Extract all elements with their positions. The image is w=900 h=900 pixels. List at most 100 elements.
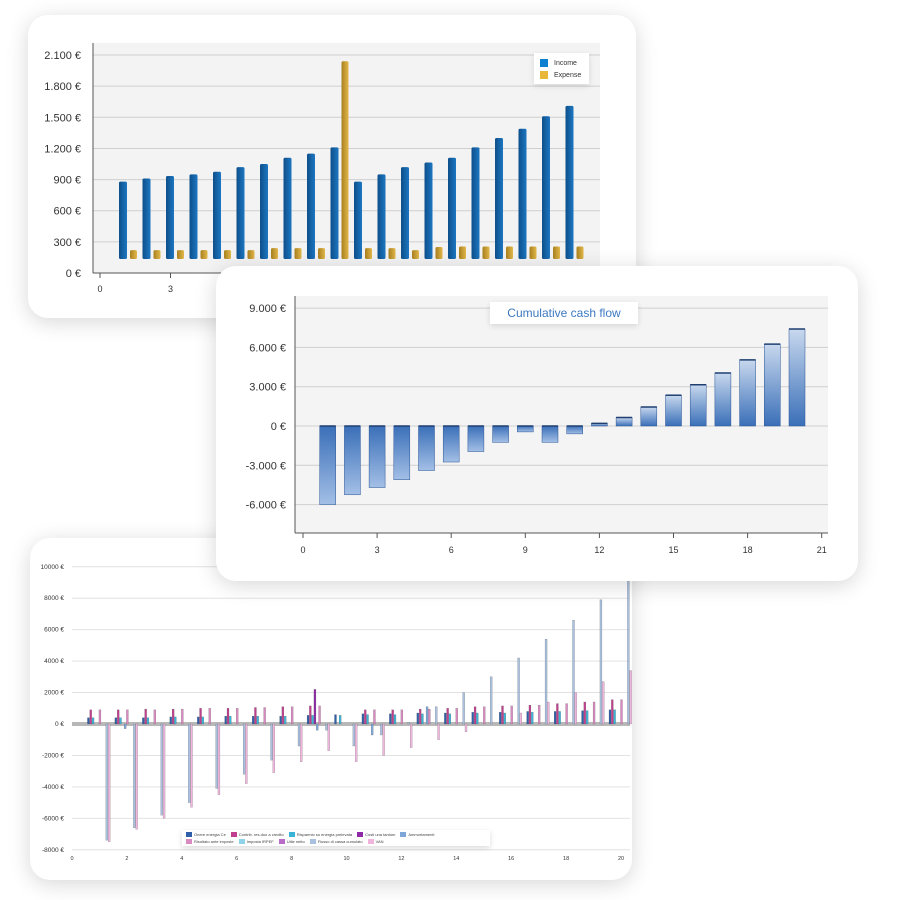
bar-cumulative-cash-flow — [739, 359, 756, 427]
y-tick-label: 900 € — [53, 175, 81, 187]
legend-swatch — [540, 59, 548, 67]
bar-risparmio-su-energia-prelevata — [229, 716, 232, 725]
bar-cumulative-cash-flow — [665, 394, 682, 427]
bar-income — [307, 153, 315, 259]
bar-risparmio-su-energia-prelevata — [393, 714, 397, 725]
y-tick-label: 9.000 € — [249, 303, 286, 315]
bar-van — [519, 712, 522, 725]
bar-risparmio-su-energia-prelevata — [586, 710, 589, 725]
bar-risultato-ante-imposte — [538, 705, 541, 725]
bar-van — [574, 692, 577, 725]
y-tick-label: 3.000 € — [249, 382, 286, 394]
bar-cumulative-cash-flow — [714, 372, 732, 427]
bar-income — [283, 157, 292, 259]
bar-risparmio-su-energia-prelevata — [558, 711, 561, 725]
bar-cumulative-cash-flow — [615, 417, 633, 427]
bar-onere-energia-ce — [526, 711, 529, 725]
legend-swatch — [238, 839, 245, 844]
chart-legend: Onere energia Ce Contrib. res.duo a credi… — [182, 830, 490, 846]
legend-label: Imposta IRPEF — [246, 839, 274, 844]
bar-income — [401, 167, 409, 259]
legend-item[interactable]: Costi una tantum — [357, 832, 395, 837]
legend-label: Onere energia Ce — [194, 832, 226, 837]
y-tick-label: 10000 € — [41, 564, 65, 571]
legend-item-income[interactable]: Income — [540, 57, 581, 69]
legend-item[interactable]: Utile netto — [278, 839, 305, 844]
y-tick-label: 1.500 € — [44, 112, 81, 124]
legend-label: Contrib. res.duo a credito — [238, 832, 284, 837]
bar-flusso-di-cassa-cumulato — [133, 723, 136, 828]
bar-flusso-di-cassa-cumulato — [572, 620, 575, 725]
bar-cumulative-cash-flow — [689, 384, 707, 427]
bar-risultato-ante-imposte — [592, 701, 596, 725]
bar-risparmio-su-energia-prelevata — [284, 716, 287, 725]
bar-onere-energia-ce — [114, 717, 118, 725]
bar-flusso-di-cassa-cumulato — [243, 723, 246, 775]
bar-onere-energia-ce — [306, 715, 310, 725]
x-tick-label: 9 — [523, 545, 528, 555]
x-tick-label: 18 — [743, 545, 753, 555]
legend-item[interactable]: Ammortamenti — [400, 832, 434, 837]
bar-van — [190, 723, 193, 808]
bar-contrib-res-duo-a-credito — [364, 709, 367, 725]
legend-item[interactable]: Risultato ante imposte — [186, 839, 234, 844]
legend-label: Income — [554, 59, 577, 67]
legend-item[interactable]: Flusso di cassa cumulato — [309, 839, 363, 844]
x-tick-label: 12 — [594, 545, 604, 555]
bar-risparmio-su-energia-prelevata — [146, 717, 150, 725]
bar-expense — [341, 61, 349, 259]
bar-risparmio-su-energia-prelevata — [448, 713, 451, 725]
bar-risultato-ante-imposte — [483, 706, 486, 725]
bar-expense — [506, 246, 513, 259]
y-tick-label: -3.000 € — [246, 460, 286, 472]
y-tick-label: 0 € — [271, 421, 286, 433]
bar-van — [629, 670, 632, 725]
bar-flusso-di-cassa-cumulato — [490, 676, 493, 725]
legend-item[interactable]: VAN — [367, 839, 384, 844]
bar-van — [547, 701, 550, 725]
bar-risultato-ante-imposte — [153, 709, 156, 725]
bar-van — [300, 723, 303, 762]
chart-legend: Income Expense — [534, 53, 590, 84]
legend-item[interactable]: Imposta IRPEF — [238, 839, 274, 844]
x-tick-label: 3 — [375, 545, 380, 555]
y-tick-label: 6000 € — [44, 627, 64, 634]
bar-expense — [459, 246, 466, 259]
bar-cumulative-cash-flow — [764, 343, 781, 427]
bar-onere-energia-ce — [471, 712, 474, 725]
y-tick-label: 4000 € — [44, 658, 64, 665]
x-tick-label: 3 — [168, 284, 173, 294]
bar-expense — [529, 246, 537, 259]
bar-risultato-ante-imposte — [373, 709, 376, 725]
bar-cumulative-cash-flow — [368, 425, 386, 488]
x-tick-label: 6 — [449, 545, 454, 555]
legend-swatch — [278, 839, 285, 844]
legend-item[interactable]: Risparmio su energia prelevata — [288, 832, 352, 837]
bar-ammortamenti — [123, 723, 127, 729]
bar-risultato-ante-imposte — [181, 708, 184, 725]
bar-flusso-di-cassa-cumulato — [380, 723, 383, 736]
x-tick-label: 0 — [300, 545, 305, 555]
bar-flusso-di-cassa-cumulato — [215, 723, 218, 789]
bar-flusso-di-cassa-cumulato — [160, 723, 163, 816]
bar-income — [119, 181, 127, 259]
bar-risparmio-su-energia-prelevata — [201, 716, 204, 725]
chart-title: Cumulative cash flow — [490, 302, 638, 324]
bar-cumulative-cash-flow — [640, 406, 658, 427]
legend-item-expense[interactable]: Expense — [540, 69, 581, 81]
bar-income — [471, 147, 480, 259]
bar-risparmio-su-energia-prelevata — [91, 717, 95, 725]
bar-onere-energia-ce — [608, 709, 612, 725]
legend-label: Flusso di cassa cumulato — [317, 839, 363, 844]
legend-label: VAN — [375, 839, 384, 844]
bar-cumulative-cash-flow — [541, 425, 559, 443]
legend-item[interactable]: Onere energia Ce — [186, 832, 226, 837]
bar-risultato-ante-imposte — [428, 708, 431, 725]
bar-expense — [318, 248, 325, 259]
x-tick-label: 10 — [343, 856, 349, 862]
legend-swatch — [400, 832, 407, 837]
cumulative-cash-flow-chart: -6.000 € -3.000 € 0 € 3.000 € 6.000 € 9.000 €… — [246, 296, 828, 555]
bar-ammortamenti — [425, 706, 429, 725]
legend-item[interactable]: Contrib. res.duo a credito — [230, 832, 284, 837]
x-tick-label: 8 — [290, 856, 293, 862]
